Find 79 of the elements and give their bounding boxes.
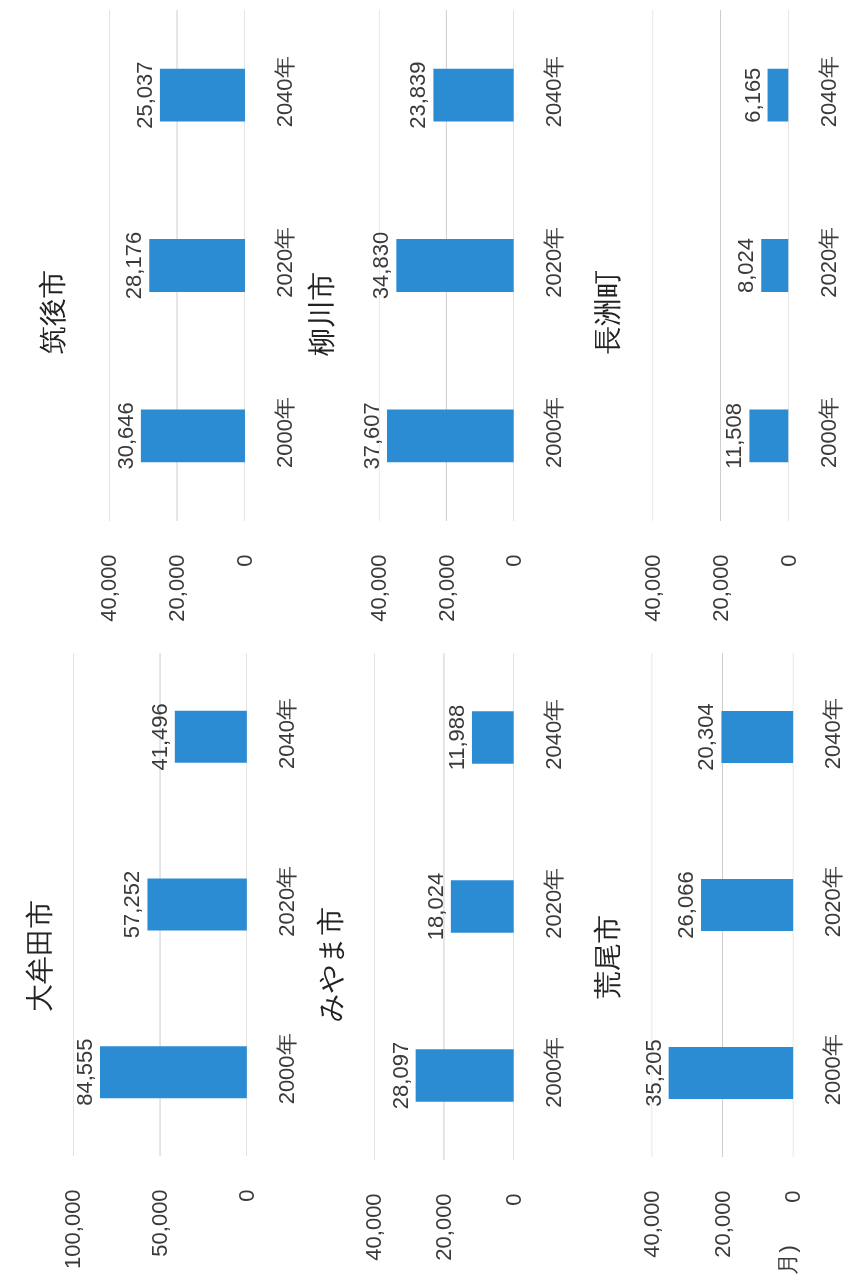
bar <box>701 878 794 932</box>
x-tick-label: 20,000 <box>431 1193 457 1261</box>
data-label: 34,830 <box>368 231 394 300</box>
x-tick-label: 50,000 <box>147 1189 173 1257</box>
x-tick-label: 20,000 <box>709 1190 735 1258</box>
x-tick-label: 20,000 <box>164 554 190 622</box>
text: 柳川市 <box>305 271 337 356</box>
y-tick-label: 2000年 <box>540 1036 566 1108</box>
data-label: 11,508 <box>721 403 747 469</box>
y-tick-label: 2000年 <box>815 397 841 469</box>
bar <box>749 409 789 463</box>
data-label: 25,037 <box>131 61 157 129</box>
y-tick-label: 2000年 <box>271 397 297 469</box>
text: 長洲町 <box>592 270 623 354</box>
data-label: 30,646 <box>112 402 138 470</box>
bar <box>761 239 789 292</box>
x-tick-label: 0 <box>500 1193 526 1206</box>
bar <box>433 68 514 122</box>
bar <box>149 239 245 292</box>
x-tick-label: 40,000 <box>96 554 122 622</box>
x-tick-label: 40,000 <box>361 1193 387 1261</box>
data-label: 6,165 <box>739 67 765 123</box>
y-tick-label: 2020年 <box>820 866 846 938</box>
x-tick-label: 0 <box>234 1189 260 1202</box>
bar <box>174 710 247 763</box>
bar <box>386 409 514 463</box>
x-tick-label: 40,000 <box>366 554 392 622</box>
data-label: 11,988 <box>443 704 469 771</box>
x-tick-label: 40,000 <box>639 554 665 622</box>
x-tick-label: 20,000 <box>707 554 733 622</box>
y-tick-label: 2040年 <box>815 56 841 128</box>
y-tick-label: 2000年 <box>540 397 566 469</box>
x-tick-label: 40,000 <box>638 1190 664 1258</box>
x-tick-label: 0 <box>775 554 801 567</box>
x-tick-label: 0 <box>780 1190 806 1203</box>
data-label: 57,252 <box>119 870 145 939</box>
data-label: 8,024 <box>733 237 759 294</box>
data-label: 26,066 <box>673 871 699 939</box>
text: 月) <box>774 1245 800 1275</box>
x-tick-label: 20,000 <box>433 554 459 622</box>
bar <box>140 409 245 463</box>
data-label: 23,839 <box>405 61 431 129</box>
y-tick-label: 2040年 <box>273 698 299 770</box>
x-tick-label: 0 <box>500 554 526 567</box>
y-tick-label: 2020年 <box>273 865 299 937</box>
data-label: 41,496 <box>146 703 172 771</box>
y-tick-label: 2020年 <box>540 226 566 298</box>
bar <box>100 1046 247 1099</box>
text: 大牟田市 <box>24 900 56 1013</box>
y-tick-label: 2020年 <box>815 226 841 298</box>
y-tick-label: 2040年 <box>271 56 297 128</box>
bar <box>415 1049 514 1102</box>
data-label: 35,205 <box>640 1039 666 1107</box>
data-label: 28,176 <box>121 231 147 300</box>
data-label: 28,097 <box>387 1041 413 1110</box>
data-label: 37,607 <box>358 402 384 470</box>
y-tick-label: 2020年 <box>540 867 566 939</box>
data-label: 84,555 <box>72 1038 98 1106</box>
x-tick-label: 100,000 <box>60 1189 86 1269</box>
text: 筑後市 <box>36 269 68 354</box>
y-tick-label: 2000年 <box>820 1034 846 1106</box>
bar <box>396 239 514 292</box>
text: 荒尾市 <box>592 915 623 999</box>
y-tick-label: 2040年 <box>540 56 566 128</box>
data-label: 18,024 <box>422 872 448 941</box>
x-tick-label: 0 <box>232 554 258 567</box>
bar <box>721 710 794 764</box>
bar <box>767 68 789 122</box>
bar <box>450 880 514 933</box>
data-label: 20,304 <box>693 703 719 771</box>
y-tick-label: 2020年 <box>271 226 297 298</box>
bar <box>471 711 514 764</box>
text: みやま市 <box>315 907 347 1023</box>
y-tick-label: 2040年 <box>820 698 846 770</box>
bar <box>668 1046 794 1100</box>
bar <box>147 878 247 931</box>
bar <box>159 68 245 122</box>
y-tick-label: 2000年 <box>273 1033 299 1105</box>
y-tick-label: 2040年 <box>540 698 566 770</box>
